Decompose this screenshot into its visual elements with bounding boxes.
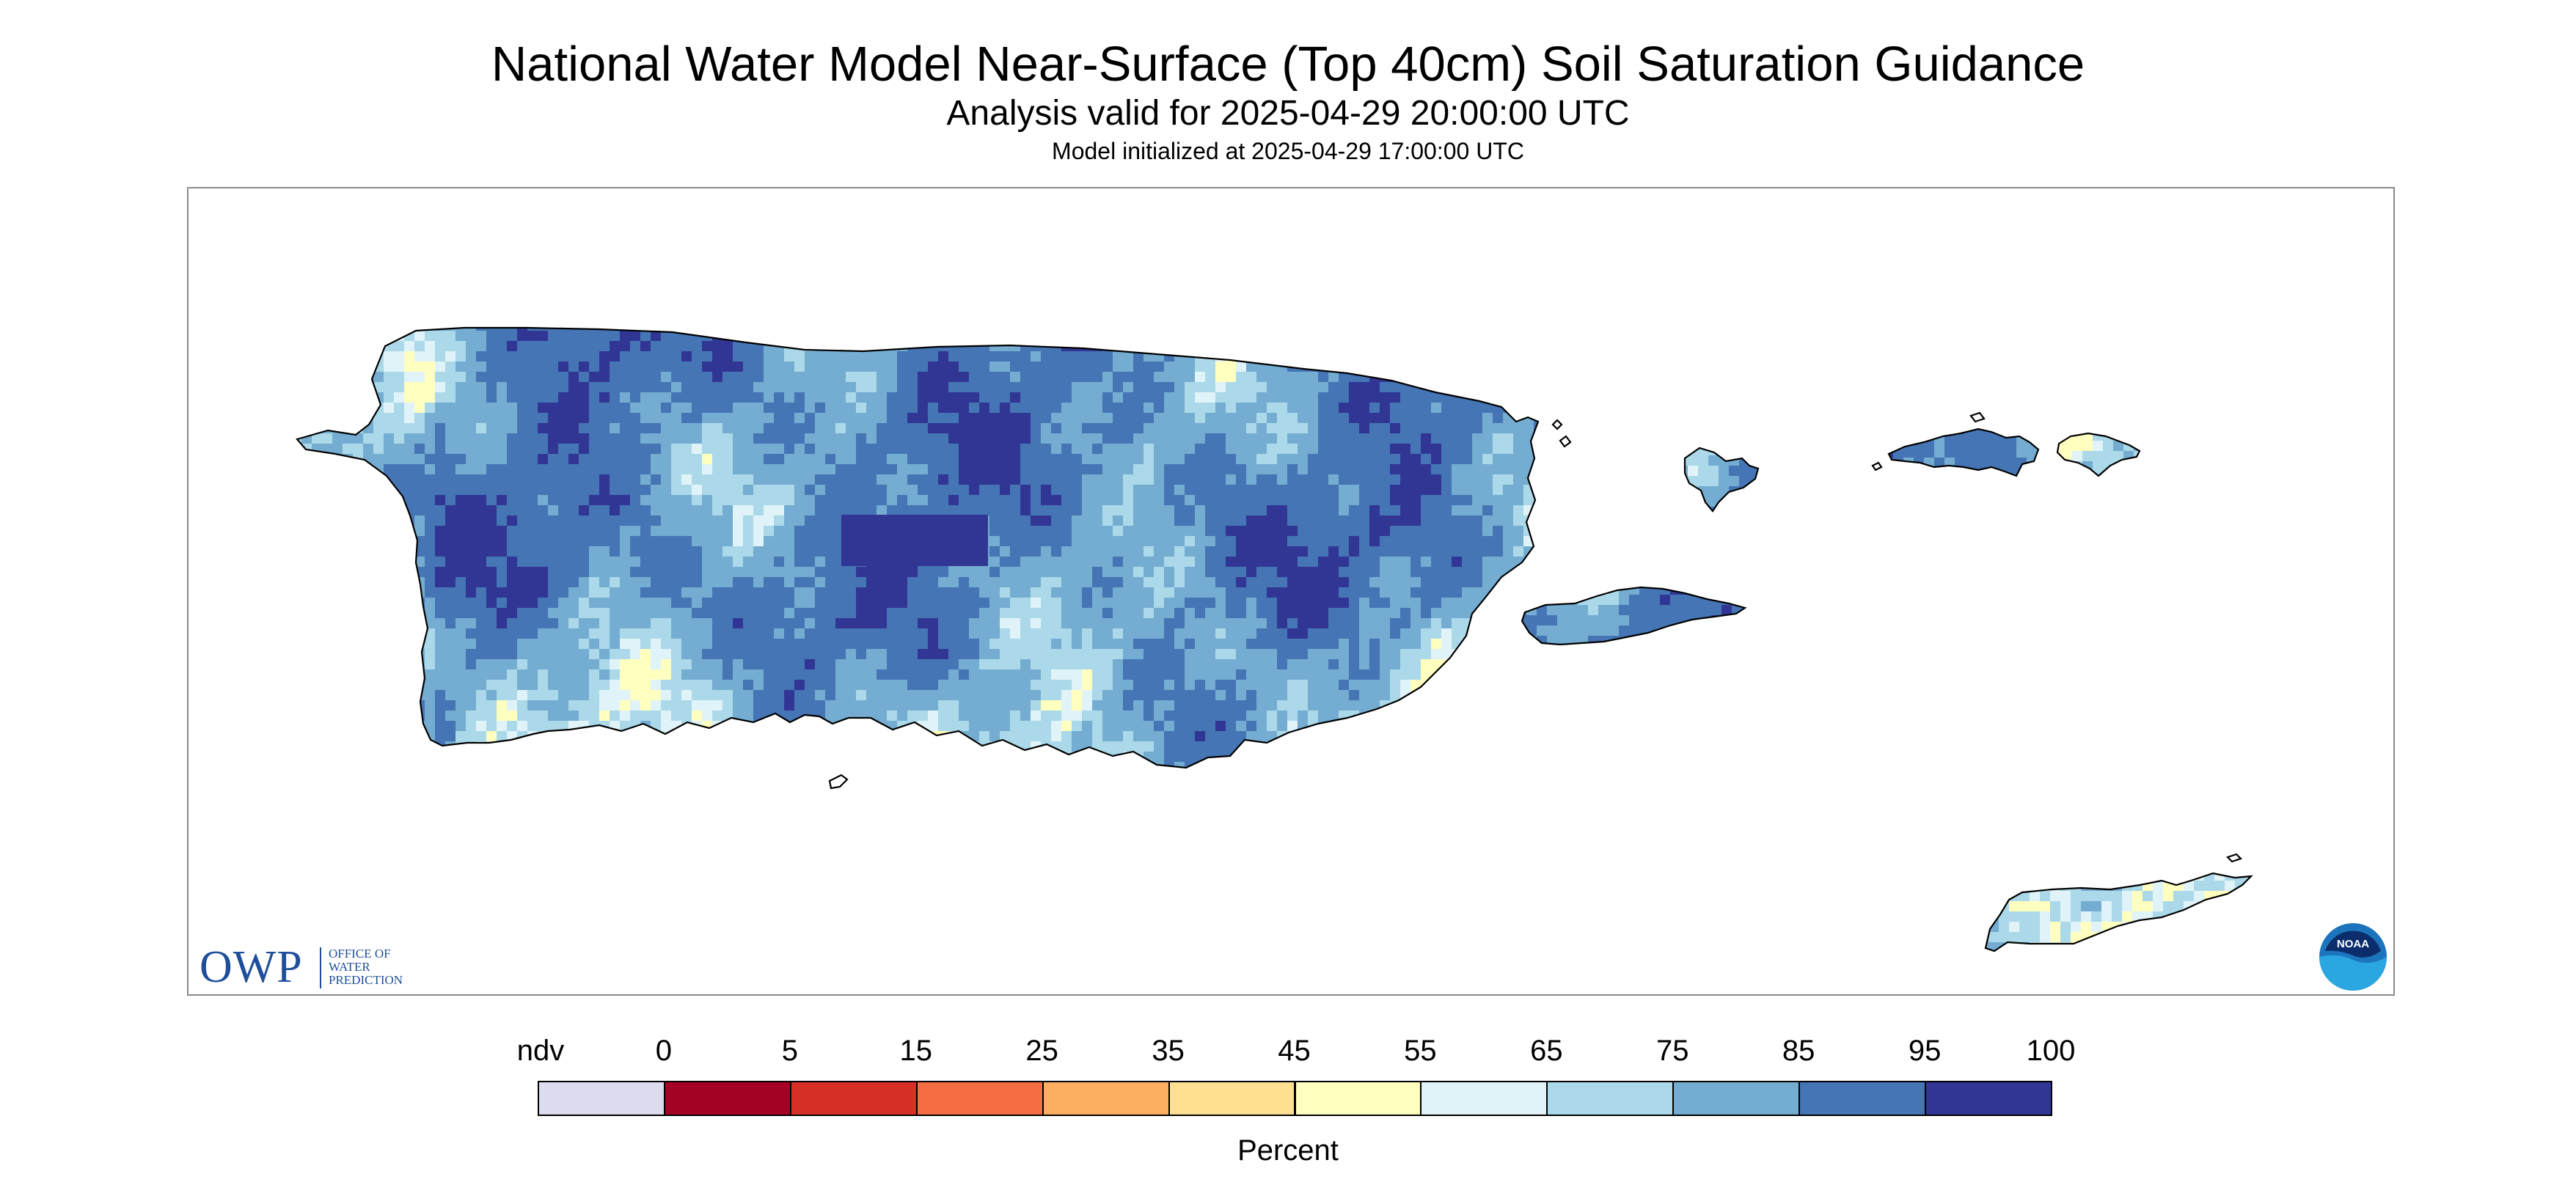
owp-logo-line1: OFFICE OF: [329, 947, 391, 961]
noaa-logo-text: NOAA: [2337, 938, 2369, 950]
colorbar-tick-label: 85: [1782, 1035, 1815, 1067]
colorbar-swatch: [915, 1081, 1044, 1116]
colorbar-tick-label: 65: [1530, 1035, 1563, 1067]
colorbar-swatch: [789, 1081, 918, 1116]
colorbar-swatch: [1672, 1081, 1801, 1116]
colorbar-swatch: [663, 1081, 791, 1116]
map-frame: [187, 187, 2395, 996]
islet-cayo-2: [1559, 435, 1572, 448]
colorbar-swatch: [1168, 1081, 1296, 1116]
islet-cayo-1: [1551, 419, 1563, 430]
colorbar-tick-label: ndv: [516, 1035, 565, 1067]
owp-logo-divider: [320, 947, 321, 988]
colorbar-tick-label: 55: [1404, 1035, 1437, 1067]
owp-logo-mark: OWP: [200, 942, 303, 992]
islet-thomas-1: [1871, 461, 1883, 471]
islet-caja-de-muertos: [828, 774, 849, 790]
colorbar-tick-label: 95: [1908, 1035, 1942, 1067]
colorbar-swatch: [538, 1081, 665, 1116]
colorbar-swatch: [1546, 1081, 1675, 1116]
colorbar-swatch: [1925, 1081, 2052, 1116]
colorbar-swatch: [1294, 1081, 1422, 1116]
colorbar-tick-label: 100: [2026, 1035, 2076, 1067]
colorbar-labels: ndv 0 5 15 25 35 45 55 65 75 85 95 100: [0, 1032, 2576, 1072]
islet-thomas-2: [1969, 411, 1986, 423]
soil-saturation-map: [296, 326, 2253, 952]
colorbar-unit: Percent: [1237, 1134, 1339, 1167]
colorbar-tick-label: 45: [1278, 1035, 1311, 1067]
owp-logo-line3: PREDICTION: [329, 973, 403, 987]
colorbar-tick-label: 25: [1025, 1035, 1058, 1067]
colorbar-tick-label: 15: [899, 1035, 933, 1067]
model-init-text: Model initialized at 2025-04-29 17:00:00…: [1052, 138, 1524, 164]
islet-st-croix-cay: [2225, 853, 2243, 863]
colorbar-tick-label: 5: [781, 1035, 798, 1067]
owp-logo-line2: WATER: [329, 960, 370, 974]
colorbar-swatch: [1799, 1081, 1927, 1116]
noaa-logo: NOAA: [2319, 923, 2387, 991]
colorbar-tick-label: 35: [1152, 1035, 1185, 1067]
owp-logo-text: OFFICE OF WATER PREDICTION: [329, 947, 403, 987]
colorbar-swatch: [1420, 1081, 1548, 1116]
colorbar-tick-label: 75: [1656, 1035, 1689, 1067]
colorbar: [538, 1081, 2052, 1116]
colorbar-swatch: [1042, 1081, 1170, 1116]
chart-title: National Water Model Near-Surface (Top 4…: [491, 37, 2085, 92]
chart-subtitle: Analysis valid for 2025-04-29 20:00:00 U…: [946, 94, 1630, 133]
colorbar-tick-label: 0: [655, 1035, 673, 1067]
